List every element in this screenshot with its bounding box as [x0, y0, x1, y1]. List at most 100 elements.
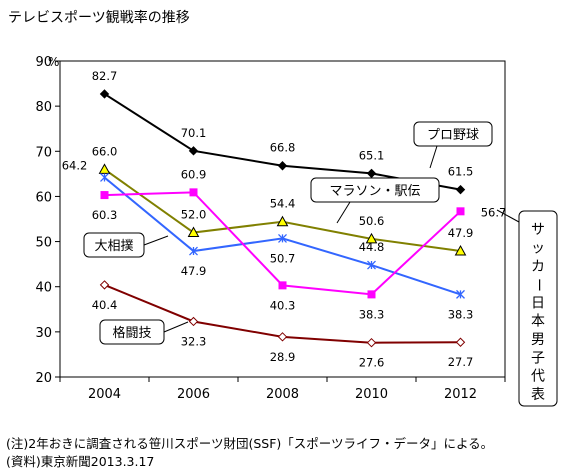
y-tick-label: 90	[35, 55, 52, 70]
callout-label-char: 表	[531, 387, 545, 403]
data-point-marker	[367, 260, 376, 270]
callout-label-char: サ	[531, 222, 545, 238]
callout-pointer	[143, 235, 169, 246]
series-layer: 82.7 70.1 66.8 65.1 61.5 66.0 52.0 54.4 50.6 47.9…	[62, 69, 507, 370]
data-label: 28.9	[270, 350, 296, 364]
data-label: 50.7	[270, 251, 296, 265]
series-2	[100, 173, 465, 299]
data-label: 47.9	[448, 226, 474, 240]
data-label: 47.9	[181, 264, 207, 278]
callout-box	[413, 121, 493, 147]
data-label: 60.9	[181, 167, 207, 181]
data-label: 38.3	[359, 307, 385, 321]
x-tick-label: 2004	[88, 387, 121, 402]
data-point-marker	[277, 332, 288, 342]
data-point-marker	[278, 233, 287, 243]
data-labels: 82.7 70.1 66.8 65.1 61.5 66.0 52.0 54.4 50.6 47.9…	[62, 69, 507, 370]
series-3	[100, 188, 465, 299]
data-label: 65.1	[359, 148, 385, 162]
data-label: 70.1	[181, 126, 207, 140]
y-tick-label: 70	[35, 145, 52, 160]
callout-label: プロ野球	[427, 128, 479, 143]
footnote-note: (注)2年おきに調査される笹川スポーツ財団(SSF)「スポーツライフ・データ」に…	[6, 436, 494, 451]
data-label: 60.3	[92, 208, 118, 222]
data-point-marker	[98, 163, 111, 174]
chart-title: テレビスポーツ観戦率の推移	[8, 10, 190, 26]
data-label: 32.3	[181, 334, 207, 348]
data-point-marker	[455, 337, 466, 347]
y-tick-label: 80	[35, 100, 52, 115]
data-label: 64.2	[62, 158, 88, 172]
series-1	[98, 163, 467, 256]
data-label: 66.8	[270, 141, 296, 155]
callout-label-char: 日	[531, 295, 545, 311]
callout-label-char: ー	[530, 278, 546, 292]
x-axis: 2004 2006 2008 2010 2012	[59, 377, 506, 402]
callout-box	[518, 210, 558, 407]
callout-pro-baseball: プロ野球	[413, 121, 493, 169]
data-label: 54.4	[270, 197, 296, 211]
data-point-marker	[100, 191, 109, 200]
footnote-source: (資料)東京新聞2013.3.17	[6, 454, 155, 469]
data-point-marker	[278, 281, 287, 290]
data-label: 52.0	[181, 208, 207, 222]
data-label: 27.7	[448, 355, 474, 369]
callout-label-char: ッ	[531, 240, 545, 256]
data-point-marker	[277, 161, 288, 171]
callout-pointer	[163, 321, 189, 333]
data-point-marker	[454, 245, 467, 256]
callout-label-char: カ	[531, 259, 545, 275]
data-label: 66.0	[92, 144, 118, 158]
data-point-marker	[456, 289, 465, 299]
callout-label: マラソン・駅伝	[329, 184, 420, 199]
x-tick-label: 2006	[177, 387, 210, 402]
data-point-marker	[188, 316, 199, 327]
data-label: 44.8	[359, 240, 385, 254]
y-tick-label: 40	[35, 281, 52, 296]
y-axis: 20 30 40 50 60 70 80 90	[35, 55, 60, 386]
data-label: 50.6	[359, 214, 385, 228]
callout-sumo: 大相撲	[83, 232, 169, 258]
data-label: 27.6	[359, 356, 385, 370]
callout-box	[99, 319, 165, 345]
data-point-marker	[456, 207, 465, 216]
y-axis-unit: %	[48, 55, 59, 69]
data-point-marker	[100, 173, 109, 182]
callout-pointer	[336, 201, 351, 224]
data-label: 38.3	[448, 307, 474, 321]
data-point-marker	[276, 215, 289, 227]
y-tick-label: 50	[35, 236, 52, 251]
callout-label-char: 男	[531, 332, 545, 348]
data-point-marker	[365, 232, 378, 244]
x-tick-label: 2008	[266, 387, 299, 402]
data-label: 82.7	[92, 69, 118, 83]
callout-label-char: 子	[531, 350, 545, 366]
data-point-marker	[99, 89, 110, 99]
callout-box	[83, 232, 145, 258]
callout-label: 大相撲	[94, 239, 133, 254]
y-tick-label: 30	[35, 326, 52, 341]
callout-label: 格闘技	[112, 325, 151, 341]
callout-pointer	[496, 209, 520, 223]
x-tick-label: 2010	[355, 387, 388, 402]
data-label: 61.5	[448, 165, 474, 179]
data-point-marker	[367, 290, 376, 299]
callout-box	[310, 177, 440, 203]
callout-label-char: 代	[531, 369, 545, 385]
y-tick-label: 60	[35, 190, 52, 205]
data-point-marker	[187, 226, 200, 238]
data-label: 56.7	[481, 205, 507, 219]
data-label: 40.4	[92, 298, 118, 312]
x-tick-label: 2012	[444, 387, 477, 402]
callout-marathon: マラソン・駅伝	[310, 177, 440, 224]
data-point-marker	[455, 184, 466, 195]
data-point-marker	[366, 168, 377, 179]
series-4	[99, 280, 466, 348]
y-tick-label: 20	[35, 371, 52, 386]
callout-label-char: 本	[531, 314, 545, 330]
data-point-marker	[188, 146, 199, 156]
callout-pointer	[429, 145, 438, 169]
